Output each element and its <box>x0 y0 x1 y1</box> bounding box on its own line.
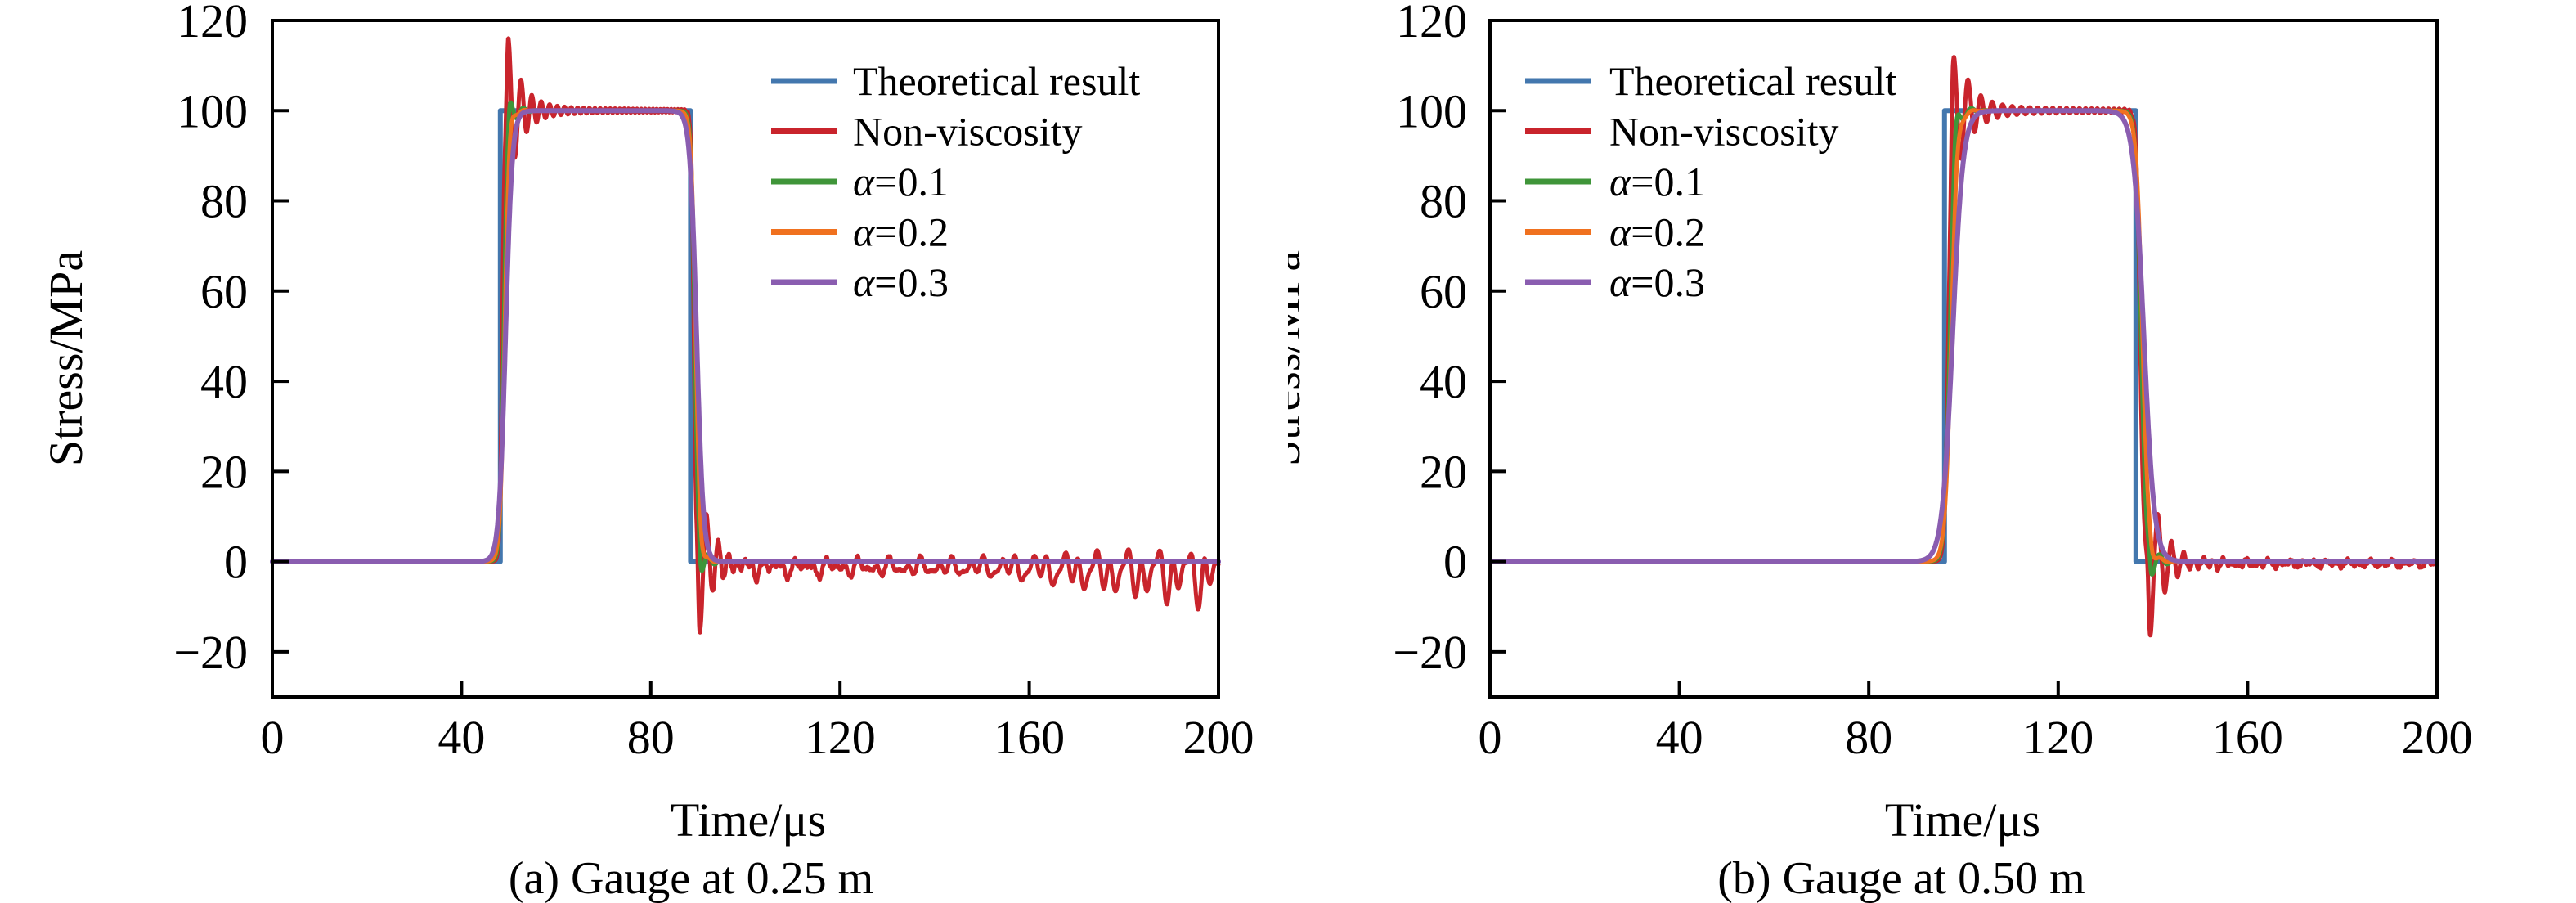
chart-b-series <box>1488 55 2439 638</box>
legend-label: α=0.3 <box>853 259 949 305</box>
legend-entry-non-viscosity: Non-viscosity <box>771 109 1083 155</box>
y-tick-label: 0 <box>1443 536 1467 589</box>
y-tick-label: 80 <box>1420 175 1467 228</box>
legend-label: α=0.3 <box>1609 259 1705 305</box>
series-0-3 <box>270 108 1221 564</box>
y-tick-label: 100 <box>177 84 248 137</box>
x-tick-label: 200 <box>2402 711 2473 764</box>
y-axis-label: Stress/MPa <box>1288 250 1310 466</box>
x-tick-label: 40 <box>438 711 485 764</box>
series-0-1 <box>270 100 1221 573</box>
legend-label: α=0.1 <box>1609 159 1705 204</box>
y-tick-label: −20 <box>173 626 248 679</box>
x-tick-label: 40 <box>1656 711 1703 764</box>
chart-b-frame <box>1488 19 2439 699</box>
legend-entry-0-3: α=0.3 <box>1525 259 1705 305</box>
x-tick-label: 0 <box>1479 711 1502 764</box>
chart-b: 0 40 80 120 160 200 −20 0 20 40 60 80 100 120 Time/μs S… <box>1288 0 2576 903</box>
y-tick-label: 80 <box>200 175 248 228</box>
legend-label: Non-viscosity <box>853 109 1083 155</box>
y-tick-label: −20 <box>1393 626 1467 679</box>
x-tick-label: 160 <box>2212 711 2283 764</box>
x-tick-label: 160 <box>994 711 1065 764</box>
chart-a-series <box>270 36 1221 635</box>
y-tick-label: 20 <box>1420 445 1467 498</box>
legend-entry-theoretical-result: Theoretical result <box>1525 58 1896 104</box>
series-0-3 <box>1488 108 2439 564</box>
x-tick-label: 120 <box>805 711 876 764</box>
y-tick-label: 40 <box>200 355 248 408</box>
legend-label: Theoretical result <box>1609 58 1896 104</box>
x-tick-label: 0 <box>261 711 285 764</box>
x-tick-label: 80 <box>1845 711 1892 764</box>
legend-entry-non-viscosity: Non-viscosity <box>1525 109 1839 155</box>
x-tick-label: 80 <box>627 711 675 764</box>
chart-a-svg: 0 40 80 120 160 200−20020406080100120Time/μsS… <box>39 0 1254 903</box>
x-tick-label: 120 <box>2022 711 2094 764</box>
y-tick-label: 0 <box>224 536 248 589</box>
chart-b-svg: 0 40 80 120 160 200−20020406080100120Time/μsS… <box>1288 0 2473 903</box>
y-tick-label: 40 <box>1420 355 1467 408</box>
chart-b-x-axis: 0 40 80 120 160 200 <box>1479 681 2473 764</box>
series-theoretical-result <box>270 108 1221 564</box>
legend-label: Non-viscosity <box>1609 109 1839 155</box>
series-0-2 <box>270 107 1221 564</box>
legend-entry-theoretical-result: Theoretical result <box>771 58 1140 104</box>
chart-b-caption: (b) Gauge at 0.50 m <box>1717 853 2085 903</box>
y-tick-label: 20 <box>200 445 248 498</box>
legend-label: α=0.1 <box>853 159 949 204</box>
chart-a-y-axis: −20 0 20 40 60 80 100 120 <box>173 0 289 679</box>
y-tick-label: 120 <box>1396 0 1467 47</box>
chart-a: 0 40 80 120 160 200 −20 0 20 40 60 80 100 120 Time/μs S… <box>39 0 1254 903</box>
x-axis-label: Time/μs <box>1885 793 2040 847</box>
y-tick-label: 100 <box>1396 84 1467 137</box>
legend-entry-0-1: α=0.1 <box>1525 159 1705 204</box>
legend-label: α=0.2 <box>853 209 949 255</box>
y-tick-label: 120 <box>177 0 248 47</box>
x-axis-label: Time/μs <box>671 793 826 847</box>
chart-a-frame <box>271 19 1220 699</box>
chart-a-caption: (a) Gauge at 0.25 m <box>509 853 873 903</box>
legend-entry-0-2: α=0.2 <box>771 209 949 255</box>
y-axis-label: Stress/MPa <box>39 250 92 466</box>
x-tick-label: 200 <box>1183 711 1254 764</box>
legend-label: α=0.2 <box>1609 209 1705 255</box>
y-tick-label: 60 <box>200 265 248 318</box>
chart-b-y-axis: −20 0 20 40 60 80 100 120 <box>1393 0 1506 679</box>
legend-entry-0-2: α=0.2 <box>1525 209 1705 255</box>
legend-entry-0-1: α=0.1 <box>771 159 949 204</box>
chart-a-x-axis: 0 40 80 120 160 200 <box>261 681 1254 764</box>
legend-entry-0-3: α=0.3 <box>771 259 949 305</box>
y-tick-label: 60 <box>1420 265 1467 318</box>
legend-label: Theoretical result <box>853 58 1140 104</box>
